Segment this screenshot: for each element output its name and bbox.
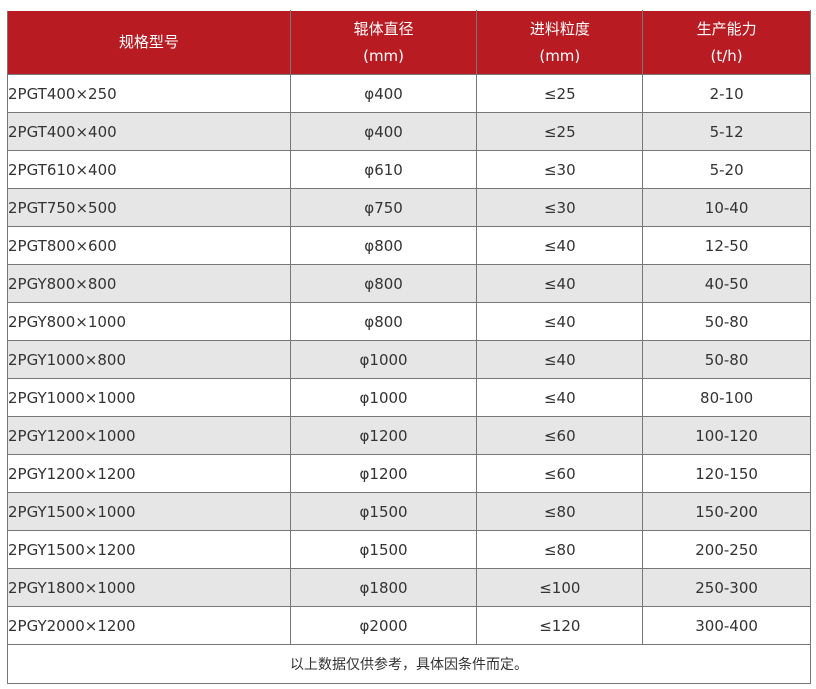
table-cell: φ1500 [289, 492, 478, 531]
table-cell: φ800 [289, 302, 478, 341]
table-row: 2PGY1000×800 φ1000 ≤40 50-80 [7, 340, 811, 379]
table-cell: 5-20 [642, 150, 811, 189]
table-cell: ≤80 [476, 492, 644, 531]
table-cell: ≤60 [476, 416, 644, 455]
table-cell: 40-50 [642, 264, 811, 303]
table-cell: ≤40 [476, 340, 644, 379]
spec-table: 规格型号 辊体直径 (mm) 进料粒度 (mm) 生产能力 (t/h) 2PGT400×25… [7, 10, 811, 684]
table-body: 2PGT400×250 φ400 ≤25 2-10 2PGT400×400 φ400 ≤25… [7, 74, 811, 684]
table-cell: 5-12 [642, 112, 811, 151]
table-cell: φ1200 [289, 454, 478, 493]
table-cell: ≤120 [476, 606, 644, 645]
table-cell: ≤30 [476, 188, 644, 227]
table-cell: 2PGY2000×1200 [7, 606, 291, 645]
header-cell: 辊体直径 (mm) [289, 10, 478, 75]
table-cell: 2PGY800×800 [7, 264, 291, 303]
table-row: 2PGY1000×1000 φ1000 ≤40 80-100 [7, 378, 811, 417]
table-cell: 2PGY1000×800 [7, 340, 291, 379]
header-cell: 进料粒度 (mm) [476, 10, 644, 75]
header-text: 规格型号 [118, 33, 179, 51]
footer-note: 以上数据仅供参考，具体因条件而定。 [7, 644, 811, 684]
table-row: 2PGT800×600 φ800 ≤40 12-50 [7, 226, 811, 265]
footer-row: 以上数据仅供参考，具体因条件而定。 [7, 644, 811, 684]
header-text: 生产能力 [696, 19, 757, 38]
table-cell: 120-150 [642, 454, 811, 493]
header-row: 规格型号 辊体直径 (mm) 进料粒度 (mm) 生产能力 (t/h) [7, 10, 811, 75]
table-row: 2PGY800×800 φ800 ≤40 40-50 [7, 264, 811, 303]
table-cell: φ800 [289, 264, 478, 303]
table-cell: 2PGY1500×1000 [7, 492, 291, 531]
table-cell: ≤40 [476, 226, 644, 265]
table-cell: 2PGT400×400 [7, 112, 291, 151]
header-text: 辊体直径 [353, 19, 414, 38]
table-cell: ≤25 [476, 112, 644, 151]
header-cell: 生产能力 (t/h) [642, 10, 811, 75]
table-cell: ≤80 [476, 530, 644, 569]
table-row: 2PGT610×400 φ610 ≤30 5-20 [7, 150, 811, 189]
header-text: (mm) [539, 46, 581, 65]
table-cell: 2PGY1200×1200 [7, 454, 291, 493]
table-cell: 100-120 [642, 416, 811, 455]
table-cell: φ1000 [289, 378, 478, 417]
header-cell: 规格型号 [7, 10, 291, 75]
table-cell: 2PGY1200×1000 [7, 416, 291, 455]
table-cell: φ400 [289, 112, 478, 151]
table-cell: 2PGY800×1000 [7, 302, 291, 341]
table-cell: φ1200 [289, 416, 478, 455]
table-cell: 10-40 [642, 188, 811, 227]
table-cell: 2PGT750×500 [7, 188, 291, 227]
table-cell: ≤100 [476, 568, 644, 607]
table-row: 2PGT400×400 φ400 ≤25 5-12 [7, 112, 811, 151]
table-cell: 2PGT800×600 [7, 226, 291, 265]
table-cell: φ1800 [289, 568, 478, 607]
table-cell: 150-200 [642, 492, 811, 531]
table-cell: 50-80 [642, 340, 811, 379]
table-row: 2PGY1500×1200 φ1500 ≤80 200-250 [7, 530, 811, 569]
table-cell: 2PGT610×400 [7, 150, 291, 189]
table-row: 2PGT750×500 φ750 ≤30 10-40 [7, 188, 811, 227]
table-cell: 12-50 [642, 226, 811, 265]
table-row: 2PGY1500×1000 φ1500 ≤80 150-200 [7, 492, 811, 531]
table-cell: 2PGY1500×1200 [7, 530, 291, 569]
header-text: (mm) [363, 46, 405, 65]
table-cell: φ2000 [289, 606, 478, 645]
table-cell: φ400 [289, 74, 478, 113]
table-cell: ≤30 [476, 150, 644, 189]
table-cell: ≤40 [476, 302, 644, 341]
table-cell: φ800 [289, 226, 478, 265]
table-row: 2PGY1200×1200 φ1200 ≤60 120-150 [7, 454, 811, 493]
table-cell: 2-10 [642, 74, 811, 113]
table-row: 2PGY1200×1000 φ1200 ≤60 100-120 [7, 416, 811, 455]
table-cell: ≤40 [476, 378, 644, 417]
table-cell: φ610 [289, 150, 478, 189]
table-cell: 300-400 [642, 606, 811, 645]
table-cell: 250-300 [642, 568, 811, 607]
table-row: 2PGT400×250 φ400 ≤25 2-10 [7, 74, 811, 113]
table-cell: φ1500 [289, 530, 478, 569]
table-row: 2PGY2000×1200 φ2000 ≤120 300-400 [7, 606, 811, 645]
table-cell: φ1000 [289, 340, 478, 379]
table-cell: ≤60 [476, 454, 644, 493]
table-cell: 2PGY1000×1000 [7, 378, 291, 417]
table-cell: 80-100 [642, 378, 811, 417]
table-cell: φ750 [289, 188, 478, 227]
table-cell: ≤25 [476, 74, 644, 113]
table-cell: 200-250 [642, 530, 811, 569]
table-cell: 2PGY1800×1000 [7, 568, 291, 607]
table-row: 2PGY800×1000 φ800 ≤40 50-80 [7, 302, 811, 341]
header-text: 进料粒度 [529, 19, 590, 38]
table-cell: 50-80 [642, 302, 811, 341]
table-cell: ≤40 [476, 264, 644, 303]
table-row: 2PGY1800×1000 φ1800 ≤100 250-300 [7, 568, 811, 607]
header-text: (t/h) [710, 46, 743, 65]
table-cell: 2PGT400×250 [7, 74, 291, 113]
